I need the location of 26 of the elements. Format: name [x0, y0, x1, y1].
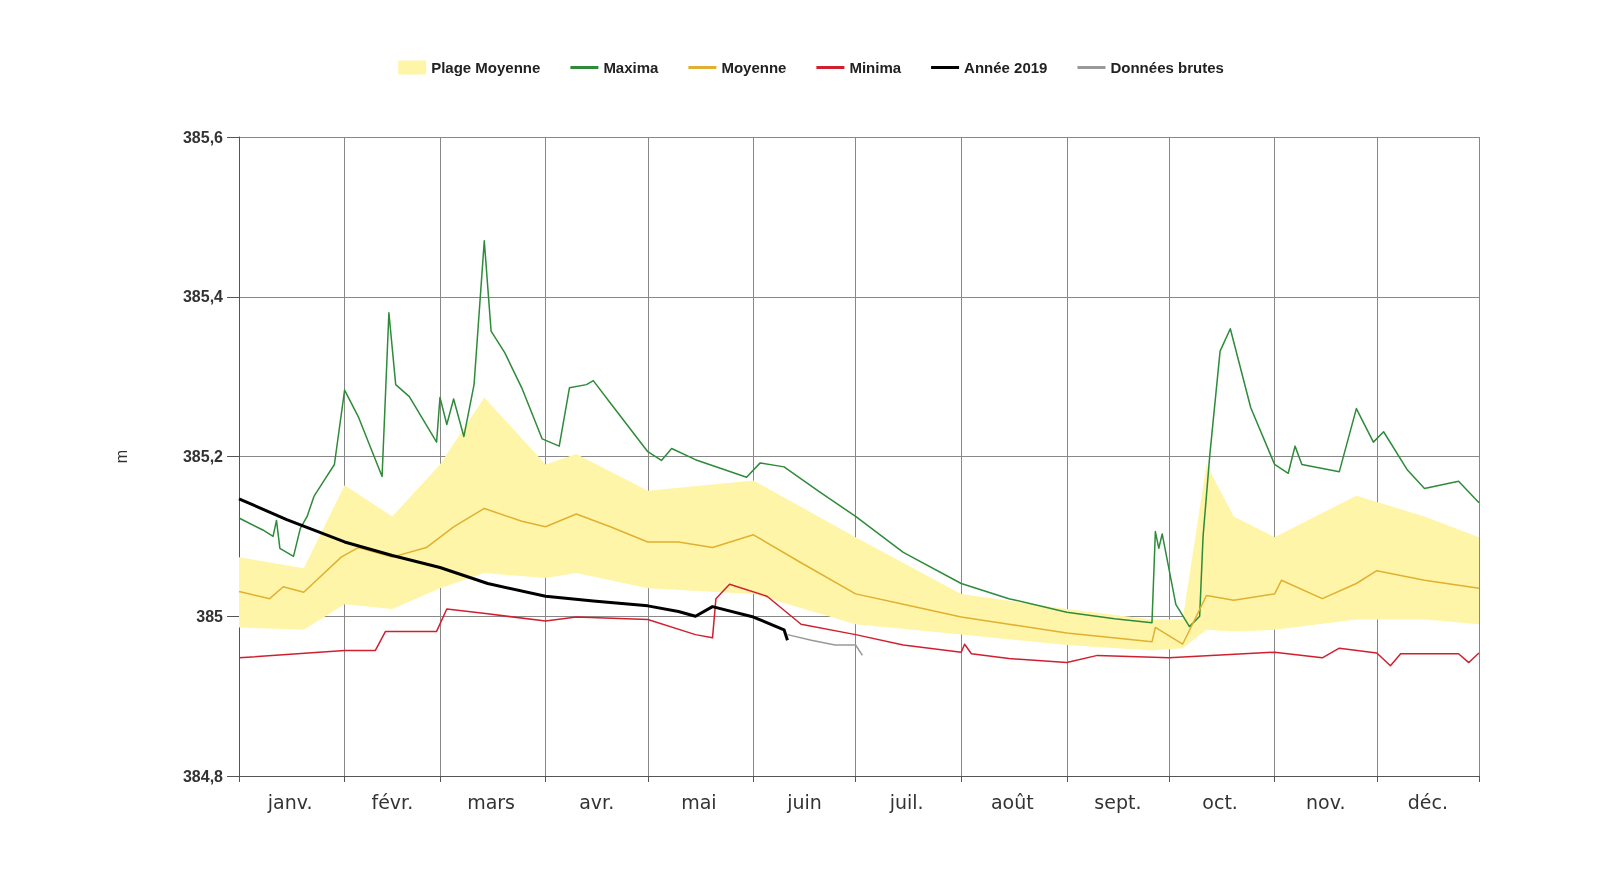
x-tick-label: nov.	[1305, 790, 1346, 813]
y-tick-label: 385	[196, 607, 224, 625]
x-tick-label: oct.	[1202, 790, 1238, 813]
y-tick-label: 385,6	[182, 128, 224, 146]
legend-label: Données brutes	[1110, 59, 1224, 76]
x-tick-label: juil.	[888, 790, 924, 813]
y-tick-label: 385,2	[182, 448, 224, 465]
y-tick-label: 384,8	[182, 767, 224, 785]
legend-label: Moyenne	[721, 59, 787, 76]
y-tick-label: 385,4	[182, 288, 224, 306]
x-tick-label: févr.	[371, 790, 414, 813]
line-series	[786, 633, 864, 657]
legend-label: Plage Moyenne	[431, 59, 541, 76]
legend-label: Maxima	[603, 59, 660, 76]
x-tick-label: mai	[681, 790, 717, 813]
legend-label: Année 2019	[964, 59, 1048, 76]
x-tick-label: déc.	[1407, 790, 1449, 813]
y-axis-title: m	[112, 449, 130, 464]
line-series	[237, 497, 789, 642]
x-tick-label: sept.	[1094, 790, 1142, 813]
legend-label: Minima	[849, 59, 902, 76]
x-tick-label: août	[990, 790, 1034, 813]
x-tick-label: juin	[786, 790, 822, 813]
x-tick-label: avr.	[579, 790, 615, 813]
x-tick-label: janv.	[266, 790, 313, 813]
x-tick-label: mars	[467, 790, 516, 813]
